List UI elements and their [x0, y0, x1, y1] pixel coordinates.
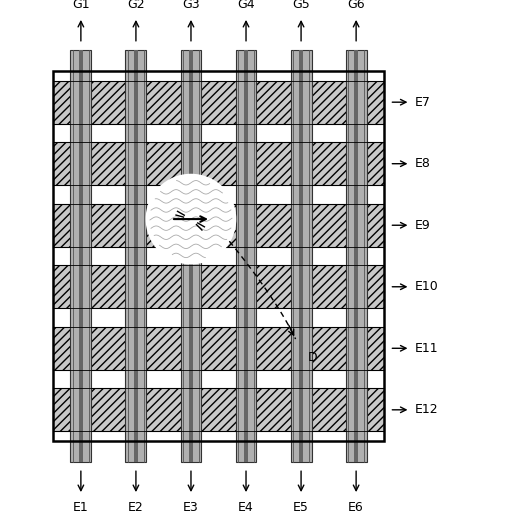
Bar — [54, 327, 384, 370]
Bar — [290, 50, 312, 462]
Text: G1: G1 — [72, 0, 90, 11]
Bar — [299, 50, 303, 462]
Bar — [125, 142, 146, 185]
Text: E7: E7 — [415, 96, 431, 109]
Text: E11: E11 — [415, 342, 439, 355]
Bar — [180, 388, 201, 431]
Text: D: D — [308, 351, 317, 364]
Bar — [54, 81, 384, 124]
Bar — [189, 50, 193, 462]
Text: E6: E6 — [348, 501, 364, 512]
Text: G6: G6 — [347, 0, 365, 11]
Text: G5: G5 — [292, 0, 310, 11]
Bar — [79, 50, 83, 462]
Bar — [70, 142, 91, 185]
Bar — [235, 50, 257, 462]
Bar — [70, 327, 91, 370]
Bar — [54, 142, 384, 185]
Bar — [345, 388, 367, 431]
Bar — [70, 81, 91, 124]
Bar — [235, 388, 257, 431]
Bar — [125, 204, 146, 247]
Bar — [180, 142, 201, 185]
Bar — [70, 50, 91, 462]
Bar — [345, 204, 367, 247]
Bar — [70, 204, 91, 247]
Bar — [54, 71, 384, 441]
Bar — [235, 204, 257, 247]
Text: G4: G4 — [237, 0, 255, 11]
Text: E10: E10 — [415, 280, 439, 293]
Bar — [345, 81, 367, 124]
Bar — [125, 81, 146, 124]
Text: G3: G3 — [182, 0, 200, 11]
Text: E2: E2 — [128, 501, 144, 512]
Bar — [125, 265, 146, 308]
Circle shape — [146, 175, 235, 263]
Text: E9: E9 — [415, 219, 431, 232]
Text: E12: E12 — [415, 403, 439, 416]
Bar — [290, 327, 312, 370]
Bar — [290, 204, 312, 247]
Bar — [345, 142, 367, 185]
Bar — [125, 327, 146, 370]
Bar — [54, 265, 384, 308]
Bar — [180, 327, 201, 370]
Bar — [180, 265, 201, 308]
Bar — [180, 50, 201, 462]
Bar — [345, 327, 367, 370]
Bar — [180, 204, 201, 247]
Bar — [54, 388, 384, 431]
Text: E4: E4 — [238, 501, 254, 512]
Bar — [345, 265, 367, 308]
Bar — [70, 388, 91, 431]
Bar — [180, 81, 201, 124]
Bar — [235, 142, 257, 185]
Bar — [290, 265, 312, 308]
Bar — [54, 204, 384, 247]
Bar — [54, 71, 384, 441]
Bar — [244, 50, 248, 462]
Bar — [290, 142, 312, 185]
Bar — [345, 50, 367, 462]
Text: E1: E1 — [73, 501, 89, 512]
Bar — [125, 388, 146, 431]
Bar — [134, 50, 138, 462]
Bar — [354, 50, 358, 462]
Bar — [235, 327, 257, 370]
Bar — [235, 81, 257, 124]
Bar — [235, 265, 257, 308]
Text: E5: E5 — [293, 501, 309, 512]
Bar — [290, 81, 312, 124]
Text: E3: E3 — [183, 501, 199, 512]
Bar — [125, 50, 146, 462]
Text: G2: G2 — [127, 0, 145, 11]
Bar — [290, 388, 312, 431]
Text: E8: E8 — [415, 157, 431, 170]
Bar — [70, 265, 91, 308]
